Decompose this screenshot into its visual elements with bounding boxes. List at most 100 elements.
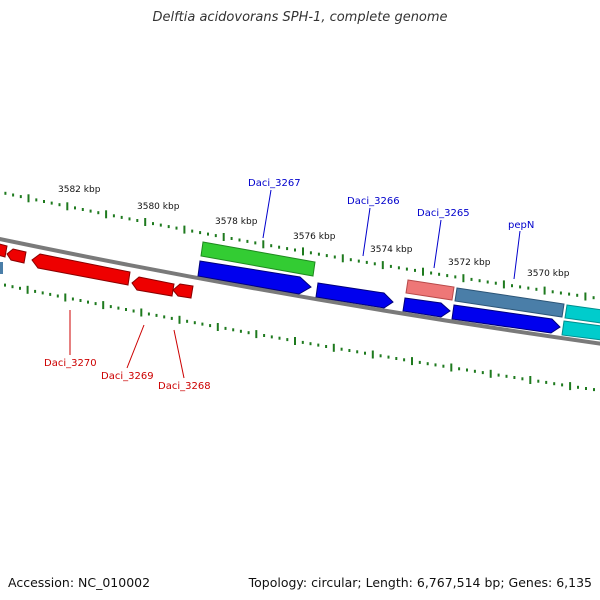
outer-minor-tick [454, 275, 457, 279]
gene-label-pepn[interactable]: pepN [508, 220, 534, 231]
leader-line-daci-3269 [126, 324, 145, 369]
inner-minor-tick [186, 319, 189, 323]
red-cds-daci-3268[interactable] [172, 283, 194, 299]
outer-minor-tick [527, 286, 530, 290]
outer-minor-tick [50, 201, 53, 205]
outer-minor-tick [89, 209, 92, 213]
outer-minor-tick [317, 252, 320, 256]
inner-major-tick [450, 363, 453, 372]
inner-major-tick [371, 350, 374, 359]
inner-minor-tick [132, 309, 135, 313]
inner-minor-tick [239, 329, 242, 333]
inner-major-tick [102, 301, 105, 310]
blue-cds-daci-3265[interactable] [402, 297, 451, 318]
inner-minor-tick [224, 326, 227, 330]
red-cds-daci-3269[interactable] [131, 276, 175, 297]
outer-minor-tick [349, 258, 352, 262]
outer-minor-tick [373, 262, 376, 266]
outer-major-tick [105, 210, 108, 219]
tick-label-3576: 3576 kbp [293, 232, 336, 242]
gene-label-daci-3270[interactable]: Daci_3270 [44, 358, 97, 369]
outer-minor-tick [397, 266, 400, 270]
gene-label-daci-3268[interactable]: Daci_3268 [158, 381, 211, 392]
blue-cds-daci-3266[interactable] [315, 282, 394, 309]
inner-minor-tick [545, 380, 548, 384]
gene-label-daci-3266[interactable]: Daci_3266 [347, 196, 400, 207]
inner-minor-tick [41, 291, 44, 295]
inner-minor-tick [403, 358, 406, 362]
reverse-gene-labels: Daci_3270 Daci_3269 Daci_3268 [44, 310, 211, 392]
inner-minor-tick [364, 351, 366, 355]
inner-minor-tick [117, 306, 120, 310]
inner-minor-tick [87, 300, 89, 304]
outer-minor-tick [486, 280, 489, 284]
outer-minor-tick [159, 223, 162, 227]
blue-cds-1[interactable] [197, 260, 312, 295]
inner-major-tick [569, 382, 572, 391]
rna-feature-daci-3267[interactable] [200, 241, 316, 277]
outer-minor-tick [559, 291, 562, 295]
inner-major-tick [26, 285, 29, 294]
inner-minor-tick [585, 387, 587, 390]
inner-minor-tick [340, 347, 343, 351]
outer-major-tick [66, 202, 69, 211]
inner-minor-tick [521, 377, 524, 381]
inner-minor-tick [19, 286, 21, 290]
outer-major-tick [341, 254, 344, 263]
misc-feature-pink[interactable] [405, 279, 455, 301]
outer-major-tick [502, 280, 505, 289]
outer-minor-tick [214, 234, 217, 238]
gene-label-daci-3267[interactable]: Daci_3267 [248, 178, 301, 189]
outer-minor-tick [535, 287, 538, 291]
red-cds-small[interactable] [6, 248, 27, 264]
outer-major-tick [381, 261, 384, 270]
blue-cds-pepn[interactable] [451, 304, 561, 334]
outer-minor-tick [357, 259, 360, 263]
inner-minor-tick [209, 324, 212, 328]
gene-label-daci-3269[interactable]: Daci_3269 [101, 371, 154, 382]
tick-label-3578: 3578 kbp [215, 217, 258, 227]
gene-label-daci-3265[interactable]: Daci_3265 [417, 208, 470, 219]
outer-minor-tick [494, 281, 497, 285]
outer-minor-tick [120, 215, 123, 219]
genome-summary: Topology: circular; Length: 6,767,514 bp… [248, 575, 592, 590]
inner-minor-tick [155, 313, 158, 317]
inner-minor-tick [232, 328, 235, 332]
inner-minor-tick [561, 383, 564, 387]
outer-minor-tick [278, 245, 281, 249]
outer-minor-tick [97, 211, 100, 215]
leader-line-daci-3267 [262, 189, 272, 239]
inner-minor-tick [301, 340, 304, 344]
inner-minor-tick [379, 354, 382, 358]
tick-label-3582: 3582 kbp [58, 185, 101, 195]
leader-line-daci-3268 [173, 329, 185, 379]
genome-backbone [0, 237, 600, 346]
red-cds-edge[interactable] [0, 243, 8, 258]
outer-minor-tick [4, 191, 7, 195]
inner-minor-tick [481, 371, 484, 375]
cds-pepn-feature[interactable] [454, 287, 565, 318]
outer-minor-tick [511, 284, 513, 288]
outer-major-tick [27, 194, 30, 203]
cyan-cds[interactable] [561, 320, 600, 341]
inner-major-tick [529, 376, 532, 384]
outer-major-tick [302, 247, 304, 256]
outer-minor-tick [592, 296, 595, 300]
inner-major-tick [489, 369, 492, 378]
red-cds-daci-3270[interactable] [31, 253, 131, 286]
cyan-feature[interactable] [564, 304, 600, 324]
inner-major-tick [411, 357, 413, 366]
outer-minor-tick [238, 238, 241, 242]
outer-tick-dots [4, 191, 595, 301]
outer-major-tick [543, 286, 546, 295]
inner-minor-tick [442, 364, 445, 368]
inner-minor-tick [458, 367, 461, 371]
inner-major-tick [216, 323, 219, 331]
inner-major-tick [255, 330, 258, 339]
inner-minor-tick [466, 368, 468, 372]
outer-minor-tick [333, 255, 336, 259]
outer-minor-tick [207, 232, 209, 236]
edge-blue-fragment [0, 262, 3, 274]
outer-minor-tick [230, 237, 233, 240]
